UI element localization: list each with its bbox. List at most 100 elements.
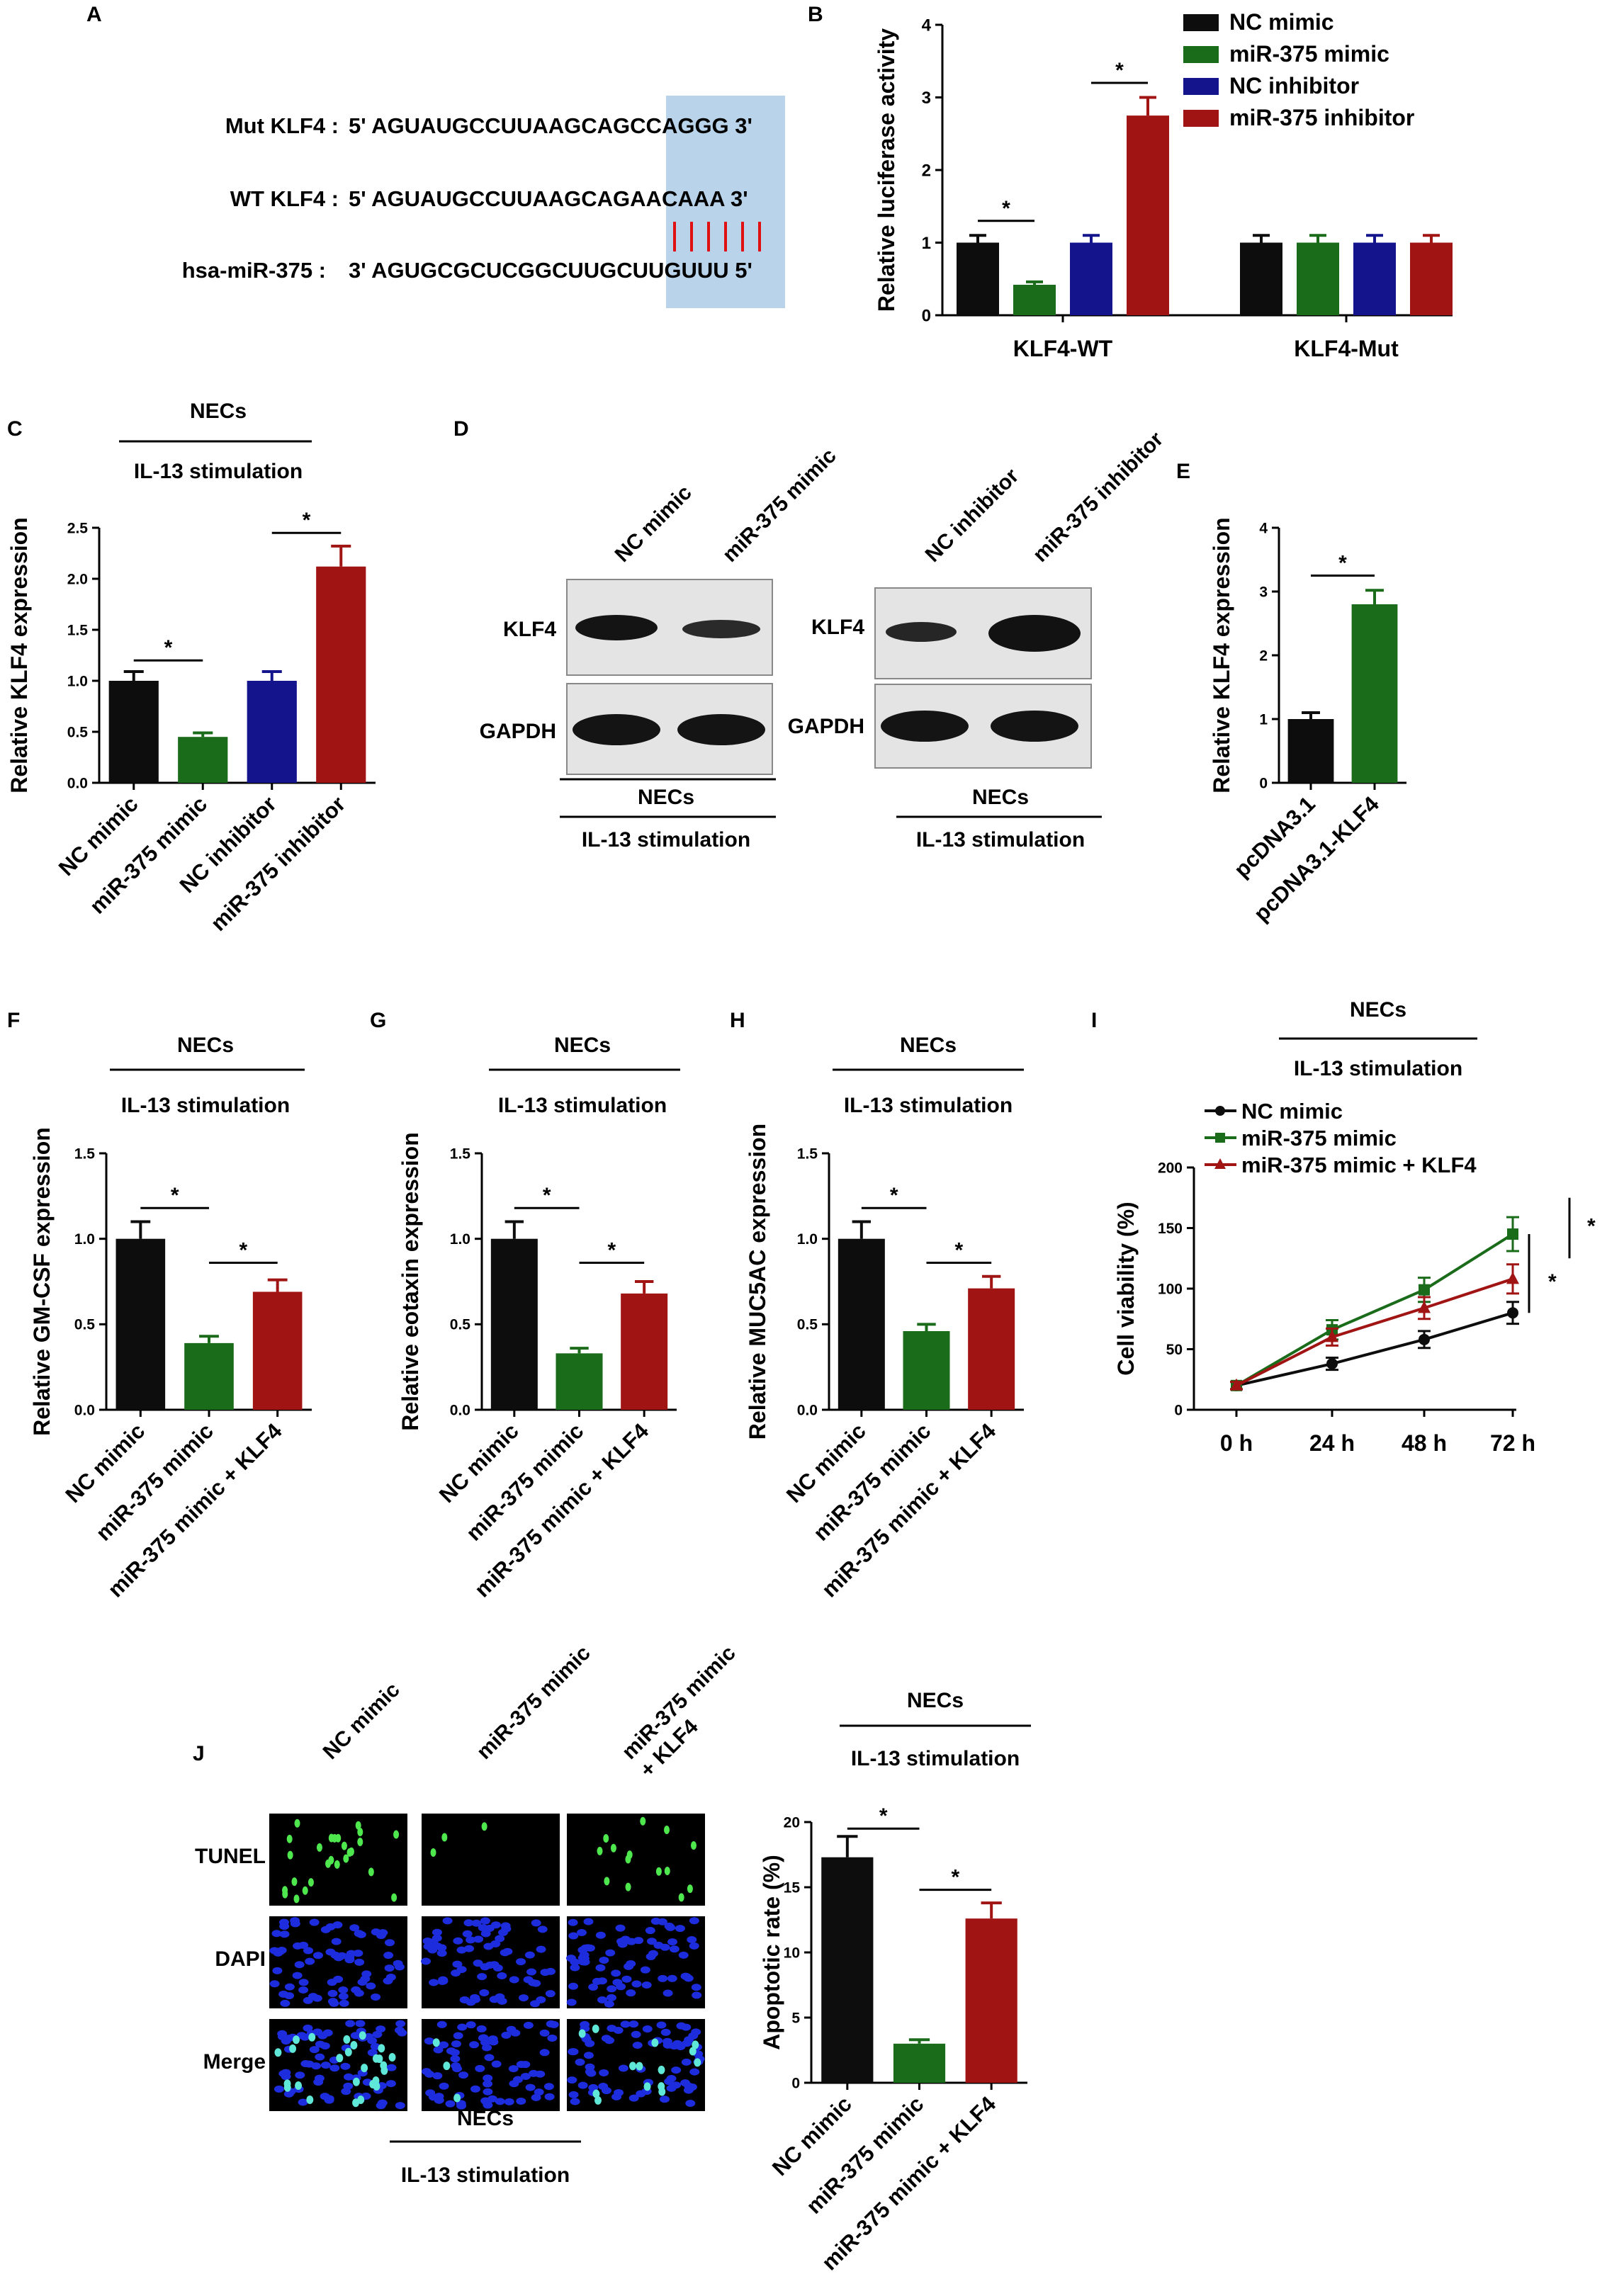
dapi-nucleus — [618, 2064, 628, 2072]
panel-letter-c: C — [7, 417, 23, 441]
dapi-nucleus — [597, 1977, 607, 1985]
legend: NC mimic miR-375 mimic NC inhibitor miR-375… — [1183, 9, 1414, 130]
bar — [556, 1353, 603, 1410]
dapi-nucleus — [436, 2020, 447, 2028]
y-tick-label: 4 — [1259, 520, 1268, 536]
dapi-nucleus — [432, 1928, 442, 1936]
tunel-nucleus — [687, 1884, 693, 1894]
bar — [1410, 242, 1453, 315]
dapi-nucleus — [340, 2062, 351, 2070]
j-column-mir375-klf4: miR-375 mimic + KLF4 — [618, 1637, 762, 1782]
dapi-nucleus — [500, 1922, 511, 1930]
dapi-nucleus — [616, 1983, 626, 1991]
dapi-nucleus — [439, 2041, 449, 2049]
tunel-nucleus — [664, 1826, 670, 1835]
tunel-nucleus — [357, 1828, 363, 1837]
dapi-nucleus — [501, 2031, 512, 2039]
dapi-nucleus — [393, 1959, 403, 1967]
y-axis-label: Cell viability (%) — [1113, 1201, 1139, 1375]
dapi-nucleus — [567, 2076, 577, 2084]
legend-label: miR-375 mimic — [1241, 1126, 1397, 1150]
bar — [968, 1288, 1015, 1410]
dapi-nucleus — [479, 1989, 490, 1996]
bar — [1240, 242, 1282, 315]
dapi-nucleus — [269, 1980, 280, 1988]
tunel-nucleus — [430, 1848, 436, 1857]
bar — [490, 1238, 538, 1410]
panel-letter-b: B — [808, 3, 823, 26]
dapi-nucleus — [543, 2083, 554, 2091]
significance-star: * — [1587, 1214, 1596, 1238]
dapi-nucleus — [283, 2035, 294, 2042]
y-tick-label: 200 — [1158, 1160, 1183, 1176]
dapi-nucleus — [536, 1945, 546, 1953]
dapi-nucleus — [384, 1964, 395, 1972]
dapi-nucleus — [605, 1949, 616, 1957]
legend-swatch — [1183, 46, 1219, 63]
dapi-nucleus — [485, 1961, 495, 1969]
micrograph-tile — [269, 2019, 407, 2111]
y-tick-label: 2 — [1259, 647, 1268, 664]
dapi-nucleus — [678, 1951, 689, 1959]
mut-klf4-label: Mut KLF4 : — [225, 113, 339, 138]
bar — [1013, 284, 1056, 315]
data-point — [1326, 1330, 1338, 1342]
legend-marker — [1215, 1106, 1225, 1116]
y-tick-label: 0 — [922, 306, 931, 325]
dapi-nucleus — [344, 1956, 355, 1964]
dapi-nucleus — [453, 2032, 463, 2040]
dapi-nucleus — [539, 2049, 550, 2057]
y-tick-label: 0 — [1259, 775, 1268, 791]
merged-nucleus — [694, 2058, 701, 2067]
data-point — [1507, 1228, 1518, 1240]
j-chart-stimulation-label: IL-13 stimulation — [851, 1747, 1020, 1770]
dapi-nucleus — [495, 1935, 505, 1942]
wt-klf4-sequence: 5' AGUAUGCCUUAAGCAGAACAAA 3' — [349, 186, 748, 211]
bar — [316, 566, 366, 783]
mir375-label: hsa-miR-375 : — [182, 258, 326, 283]
dapi-nucleus — [581, 2035, 592, 2043]
dapi-nucleus — [436, 1950, 447, 1957]
y-tick-label: 0.0 — [67, 775, 88, 791]
dapi-nucleus — [689, 2068, 700, 2076]
tunel-nucleus — [655, 1867, 662, 1876]
dapi-nucleus — [462, 1930, 473, 1938]
data-point — [1507, 1307, 1518, 1319]
dapi-nucleus — [456, 1946, 467, 1954]
significance-star: * — [607, 1238, 616, 1262]
dapi-nucleus — [305, 1957, 315, 1965]
dapi-nucleus — [356, 1930, 366, 1938]
dapi-nucleus — [338, 1986, 349, 1994]
dapi-nucleus — [595, 1931, 606, 1939]
bar — [821, 1857, 874, 2083]
i-nec-label: NECs — [1350, 998, 1406, 1022]
dapi-nucleus — [516, 2061, 526, 2069]
tunel-nucleus — [291, 1877, 298, 1887]
tunel-nucleus — [343, 1854, 349, 1863]
d-left-nec-label: NECs — [638, 786, 694, 809]
series-line — [1236, 1311, 1513, 1387]
dapi-nucleus — [691, 2028, 701, 2036]
dapi-nucleus — [537, 1925, 548, 1933]
y-tick-label: 1 — [922, 234, 931, 253]
dapi-nucleus — [451, 2062, 461, 2070]
dapi-nucleus — [458, 2071, 469, 2079]
tunel-nucleus — [286, 1834, 293, 1843]
y-tick-label: 0.0 — [74, 1402, 95, 1418]
dapi-nucleus — [436, 1944, 447, 1952]
y-tick-label: 100 — [1158, 1281, 1183, 1297]
merged-nucleus — [361, 2064, 368, 2073]
merged-nucleus — [380, 2061, 388, 2070]
dapi-nucleus — [585, 2063, 595, 2071]
dapi-nucleus — [429, 1979, 439, 1986]
merged-nucleus — [344, 2047, 352, 2057]
bar — [621, 1293, 668, 1410]
d-gapdh-row-label: GAPDH — [480, 720, 556, 743]
dapi-nucleus — [491, 2060, 502, 2068]
dapi-nucleus — [300, 2059, 311, 2067]
y-tick-label: 0.5 — [74, 1317, 96, 1333]
dapi-nucleus — [614, 2088, 624, 2096]
tunel-nucleus — [481, 1822, 487, 1831]
